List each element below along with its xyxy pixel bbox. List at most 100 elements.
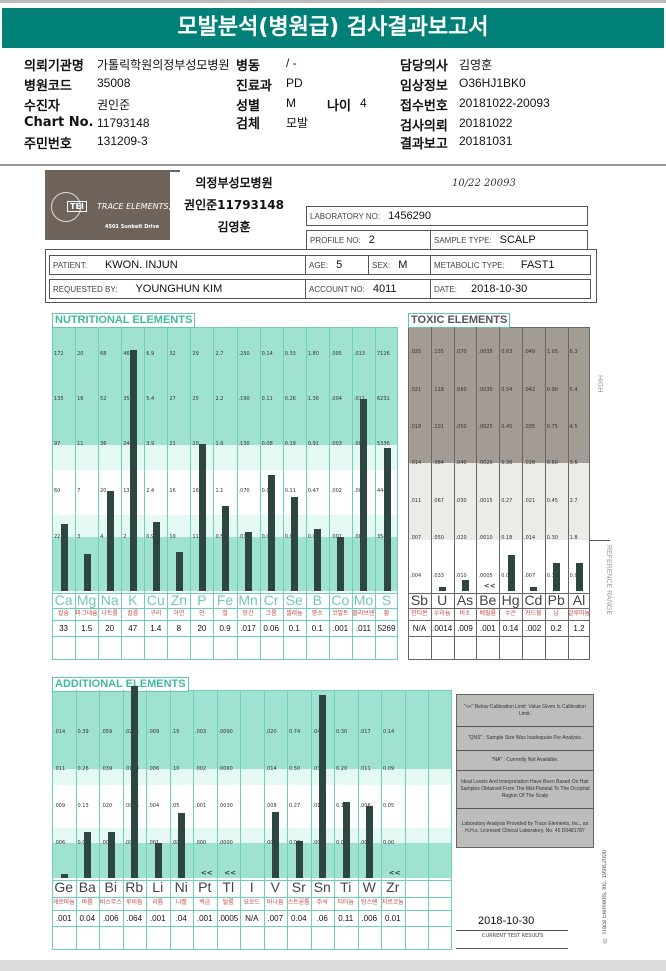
scale-tick-label: 0.20 — [336, 766, 348, 772]
scale-tick-label: 0.9 — [146, 534, 155, 540]
column-line — [287, 690, 288, 950]
hospital-code-value: 35008 — [97, 76, 131, 90]
scale-tick-label: .250 — [238, 351, 250, 357]
scale-tick-label: 3546 — [377, 534, 390, 540]
element-korean-name: 바륨 — [81, 900, 93, 906]
age-label: 나이 — [327, 99, 351, 114]
scale-tick-label: 0.60 — [546, 460, 558, 466]
row-line — [52, 620, 399, 621]
element-korean-name: 코발트 — [332, 611, 349, 617]
element-symbol: Al — [572, 593, 586, 608]
chart-zone — [52, 843, 452, 878]
scale-tick-label: 0.45 — [546, 498, 558, 504]
scale-tick-label: 0.03 — [285, 534, 296, 540]
scale-tick-label: .009 — [54, 803, 66, 809]
sticker-patient: 권인준11793148 — [184, 198, 284, 212]
bar-sr — [295, 841, 303, 878]
scale-tick-label: 0.9 — [569, 573, 578, 579]
element-symbol: Tl — [222, 880, 235, 895]
requested-label: REQUESTED BY: — [53, 284, 118, 294]
note-below-limit: "<<" Below Calibration Limit: Value Give… — [457, 695, 593, 727]
scale-tick-label: 0.30 — [546, 535, 558, 541]
scale-tick-label: .135 — [432, 349, 444, 355]
scale-tick-label: .084 — [432, 460, 444, 466]
age-value: 5 — [336, 259, 343, 271]
element-value: .06 — [316, 914, 328, 923]
scale-tick-label: 97 — [54, 441, 61, 447]
scale-tick-label: .028 — [524, 460, 536, 466]
element-korean-name: 우라늄 — [433, 611, 451, 617]
element-value: 20 — [105, 624, 115, 633]
scale-tick-label: 1.05 — [546, 349, 558, 355]
scale-tick-label: 2.7 — [569, 498, 578, 504]
metabolic-field: METABOLIC TYPE: FAST1 — [430, 255, 591, 275]
scale-tick-label: .015 — [312, 803, 324, 809]
hospital-code-label: 병원코드 — [24, 79, 72, 94]
scale-tick-label: 4441 — [377, 488, 390, 494]
element-korean-name: 백금 — [199, 900, 211, 906]
logo-address: 4501 Sunbelt Drive — [105, 224, 160, 230]
sample-field: SAMPLE TYPE: SCALP — [430, 230, 588, 250]
element-symbol: Mn — [238, 593, 258, 608]
sex-label: SEX: — [372, 260, 391, 270]
element-symbol: Cu — [146, 593, 165, 608]
scale-tick-label: .030 — [455, 498, 467, 504]
scale-tick-label: .045 — [312, 729, 324, 735]
below-limit-marker: << — [483, 582, 496, 590]
scale-tick-label: 2.2 — [215, 396, 224, 402]
note-laboratory: Laboratory Analysis Provided by Trace El… — [461, 821, 589, 834]
element-symbol: B — [312, 593, 322, 608]
report-date-label: 결과보고 — [400, 137, 448, 152]
id-value: 131209-3 — [97, 134, 148, 148]
row-line — [52, 910, 452, 911]
scale-tick-label: 0.50 — [289, 766, 301, 772]
element-symbol: Bi — [104, 880, 117, 895]
scale-tick-label: .004 — [330, 396, 342, 402]
element-korean-name: 아연 — [173, 611, 185, 617]
element-korean-name: 철 — [222, 611, 228, 617]
bar-al — [576, 563, 583, 591]
scale-tick-label: .060 — [455, 387, 467, 393]
legend-notes: "<<" Below Calibration Limit: Value Give… — [456, 694, 594, 848]
element-korean-name: 수은 — [505, 611, 517, 617]
scale-tick-label: 16 — [169, 488, 176, 494]
column-line — [522, 327, 523, 660]
scale-tick-label: .011 — [410, 498, 422, 504]
column-line — [98, 327, 100, 660]
column-line — [167, 327, 169, 660]
scale-tick-label: .000 — [195, 840, 207, 846]
globe-icon — [51, 192, 81, 222]
scale-tick-label: 0.05 — [262, 488, 273, 494]
patient-value: 권인준 — [97, 98, 131, 112]
element-korean-name: 납 — [553, 611, 559, 617]
bottom-edge — [0, 960, 666, 971]
scale-tick-label: 0.36 — [501, 460, 513, 466]
element-value: N/A — [412, 624, 427, 633]
element-value: .001 — [149, 914, 166, 923]
scale-tick-label: .011 — [359, 766, 371, 772]
scale-tick-label: .003 — [195, 729, 207, 735]
bar-zn — [175, 552, 183, 591]
scale-tick-label: 0.47 — [307, 488, 319, 494]
specimen-label: 검체 — [236, 117, 260, 132]
scale-tick-label: .0030 — [218, 803, 233, 809]
bar-u — [439, 587, 447, 591]
sex-field: SEX: M — [368, 255, 431, 275]
account-field: ACCOUNT NO: 4011 — [305, 279, 431, 299]
scale-tick-label: 25 — [192, 396, 199, 402]
element-korean-name: 구리 — [150, 611, 162, 617]
bar-mo — [360, 399, 368, 591]
scale-tick-label: .05 — [171, 803, 180, 809]
element-value: .04 — [175, 914, 187, 923]
patient-label: PATIENT: — [53, 260, 87, 270]
dept-value: PD — [286, 76, 303, 90]
bar-cu — [152, 521, 160, 591]
element-korean-name: 붕소 — [311, 611, 323, 617]
sticker-hospital: 의정부성모병원 — [195, 176, 273, 190]
bar-hg — [507, 554, 515, 591]
scale-tick-label: 0.14 — [383, 729, 395, 735]
scale-tick-label: .002 — [330, 488, 342, 494]
scale-tick-label: 0.10 — [336, 803, 348, 809]
element-value: 0.11 — [338, 914, 354, 923]
scale-tick-label: .002 — [195, 766, 207, 772]
